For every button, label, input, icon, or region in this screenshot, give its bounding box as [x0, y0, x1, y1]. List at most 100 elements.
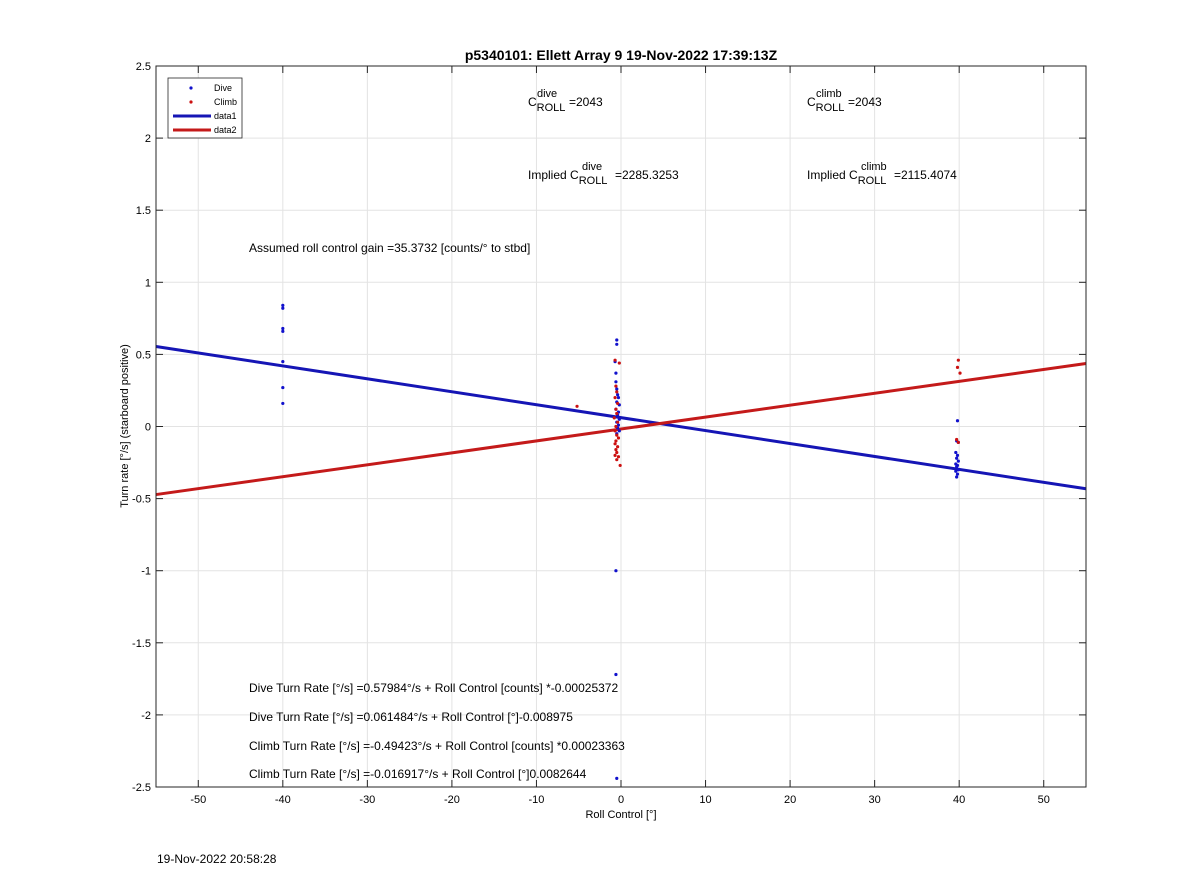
climb-point [956, 358, 960, 362]
implied-c-dive-annotation: Implied CROLL dive =2285.3253 [528, 161, 679, 187]
climb-point [616, 420, 620, 424]
dive-point [617, 429, 621, 433]
dive-counts-equation: Dive Turn Rate [°/s] =0.57984°/s + Roll … [249, 681, 618, 695]
climb-point [613, 453, 617, 457]
dive-point [955, 419, 960, 423]
climb-point [613, 442, 617, 446]
y-tick-label: 1.5 [136, 205, 151, 217]
dive-point [615, 338, 619, 342]
dive-point [615, 342, 619, 346]
y-tick-label: -1 [141, 566, 151, 578]
fit-line-data1 [155, 344, 1087, 491]
x-tick-label: -50 [190, 794, 206, 806]
x-tick-label: -10 [529, 794, 545, 806]
climb-point [614, 447, 618, 452]
c-dive-sub: ROLL [537, 102, 566, 114]
climb-point [615, 433, 619, 437]
climb-point [616, 436, 621, 440]
implied-climb-value: =2115.4074 [894, 168, 957, 182]
climb-point [617, 361, 621, 365]
implied-climb-sub: ROLL [858, 175, 887, 187]
climb-point [615, 411, 619, 416]
c-dive-sup: dive [537, 88, 557, 100]
climb-point [612, 416, 616, 420]
dive-point [617, 417, 621, 421]
dive-point [616, 423, 621, 427]
x-tick-label: 40 [953, 794, 965, 806]
legend-label-dive: Dive [214, 83, 232, 93]
y-tick-label: 0.5 [136, 349, 151, 361]
dive-point [281, 303, 285, 307]
y-tick-label: 2 [145, 133, 151, 145]
climb-point [616, 455, 621, 459]
implied-climb-sup: climb [861, 161, 887, 173]
dive-point [281, 360, 285, 364]
legend-marker-dive [189, 86, 193, 90]
x-tick-label: -20 [444, 794, 460, 806]
gain-annotation: Assumed roll control gain =35.3732 [coun… [249, 241, 530, 255]
legend-label-data1: data1 [214, 111, 237, 121]
c-climb-sup: climb [816, 88, 842, 100]
svg-text:Implied CROLL: Implied CROLL [807, 168, 886, 187]
x-axis-label: Roll Control [°] [585, 809, 656, 821]
x-tick-label: -30 [359, 794, 375, 806]
dive-point [281, 401, 285, 406]
implied-c-climb-annotation: Implied CROLL climb =2115.4074 [807, 161, 957, 187]
climb-point [615, 450, 619, 455]
x-tick-label: 30 [869, 794, 881, 806]
y-tick-label: 0 [145, 422, 151, 434]
c-dive-main: C [528, 95, 537, 109]
y-tick-label: -2 [141, 710, 151, 722]
legend-label-data2: data2 [214, 125, 237, 135]
y-tick-label: 2.5 [136, 61, 151, 73]
y-tick-label: -0.5 [132, 494, 151, 506]
dive-point [616, 393, 620, 397]
c-climb-main: C [807, 95, 816, 109]
dive-point [955, 472, 960, 476]
dive-point [281, 329, 285, 333]
climb-point [958, 371, 962, 375]
x-tick-label: 0 [618, 794, 624, 806]
climb-point [613, 358, 617, 362]
dive-point [614, 672, 618, 677]
legend-label-climb: Climb [214, 97, 237, 107]
climb-point [614, 384, 618, 388]
dive-point [281, 326, 285, 331]
y-tick-label: -1.5 [132, 638, 151, 650]
implied-dive-sub: ROLL [579, 175, 608, 187]
implied-climb-prefix: Implied C [807, 168, 858, 182]
climb-point [613, 396, 617, 400]
dive-point [614, 569, 618, 573]
climb-point [615, 458, 619, 462]
data-points [281, 303, 962, 780]
svg-text:CROLL: CROLL [807, 95, 844, 114]
dive-point [955, 456, 959, 460]
climb-point [955, 365, 960, 369]
dive-point [614, 371, 618, 375]
implied-dive-prefix: Implied C [528, 168, 579, 182]
climb-point [615, 390, 619, 394]
climb-point [616, 445, 620, 449]
climb-degrees-equation: Climb Turn Rate [°/s] =-0.016917°/s + Ro… [249, 767, 587, 781]
dive-point [955, 465, 959, 469]
y-axis-label: Turn rate [°/s] (starboard positive) [119, 344, 131, 508]
implied-dive-value: =2285.3253 [615, 168, 679, 182]
c-dive-value: =2043 [569, 95, 603, 109]
climb-point [956, 440, 960, 444]
x-tick-label: 20 [784, 794, 796, 806]
svg-text:CROLL: CROLL [528, 95, 565, 114]
legend-box [167, 77, 243, 139]
x-tick-label: 10 [699, 794, 711, 806]
dive-point [616, 396, 621, 400]
dive-point [281, 306, 285, 310]
dive-point [955, 475, 959, 479]
dive-point [614, 380, 618, 384]
dive-point [956, 468, 960, 472]
climb-point [614, 424, 618, 429]
legend-marker-climb [189, 100, 193, 104]
chart-title: p5340101: Ellett Array 9 19-Nov-2022 17:… [465, 47, 778, 63]
c-climb-sub: ROLL [816, 102, 845, 114]
dive-point [955, 453, 960, 457]
climb-counts-equation: Climb Turn Rate [°/s] =-0.49423°/s + Rol… [249, 739, 625, 753]
